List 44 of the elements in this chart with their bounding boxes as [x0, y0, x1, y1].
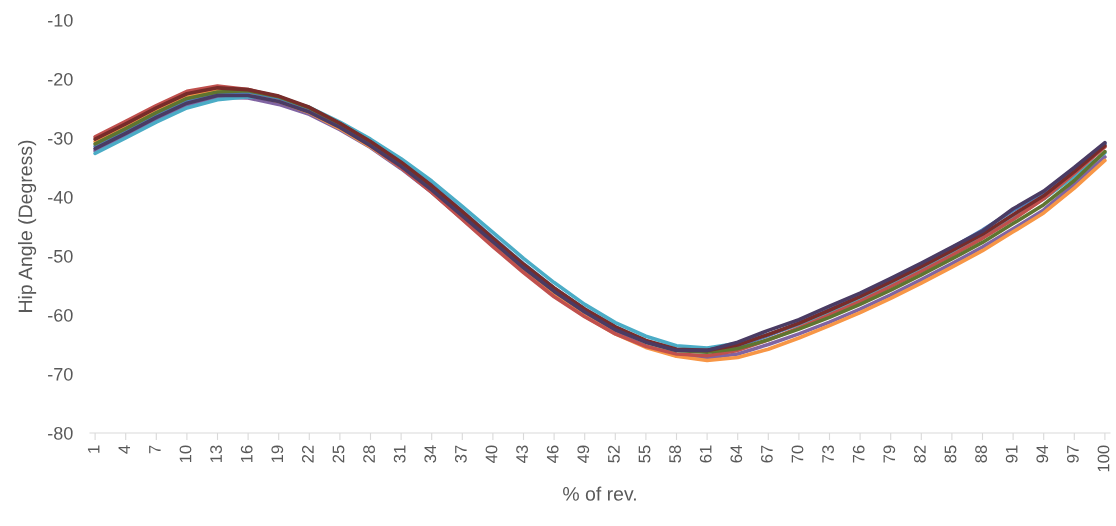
- x-tick-label: 79: [883, 445, 896, 463]
- x-tick-label: 34: [424, 445, 437, 463]
- x-tick-label: 94: [1036, 445, 1049, 463]
- x-tick-label: 76: [852, 445, 865, 463]
- x-tick-label: 67: [760, 445, 773, 463]
- x-axis-title: % of rev.: [563, 486, 636, 501]
- x-tick-label: 58: [669, 445, 681, 463]
- x-tick-label: 13: [210, 445, 222, 463]
- y-tick-label: -30: [48, 131, 73, 145]
- x-tick-label: 19: [271, 445, 284, 463]
- y-tick-label: -10: [48, 13, 73, 27]
- x-tick-label: 22: [301, 445, 314, 463]
- y-tick-label: -50: [48, 249, 73, 263]
- x-tick-label: 64: [730, 445, 743, 463]
- x-tick-label: 46: [546, 445, 559, 463]
- y-tick-label: -60: [48, 308, 73, 322]
- x-tick-label: 40: [485, 445, 498, 463]
- x-tick-label: 88: [975, 445, 987, 463]
- x-tick-label: 55: [638, 445, 651, 463]
- x-tick-label: 7: [149, 445, 161, 454]
- y-tick-label: -40: [48, 190, 73, 204]
- x-tick-label: 97: [1066, 445, 1079, 463]
- x-tick-label: 10: [179, 445, 192, 463]
- x-tick-label: 1: [87, 445, 100, 453]
- x-tick-label: 100: [1097, 445, 1110, 472]
- x-tick-label: 37: [454, 445, 467, 463]
- x-tick-label: 31: [393, 445, 406, 463]
- x-tick-label: 25: [332, 445, 345, 463]
- y-axis-title: Hip Angle (Degress): [18, 140, 37, 312]
- x-tick-label: 85: [944, 445, 957, 463]
- x-tick-label: 4: [118, 445, 131, 454]
- x-tick-label: 61: [699, 445, 712, 463]
- x-tick-label: 91: [1005, 445, 1018, 463]
- x-tick-label: 70: [791, 445, 804, 463]
- x-tick-label: 16: [240, 445, 253, 463]
- y-tick-label: -20: [48, 72, 73, 86]
- x-tick-label: 52: [607, 445, 620, 463]
- y-tick-label: -70: [48, 367, 73, 381]
- x-tick-label: 43: [516, 445, 528, 463]
- x-tick-label: 49: [577, 445, 590, 463]
- x-tick-label: 28: [363, 445, 375, 463]
- y-tick-label: -80: [48, 426, 73, 440]
- x-tick-label: 82: [913, 445, 926, 463]
- x-tick-label: 73: [822, 445, 834, 463]
